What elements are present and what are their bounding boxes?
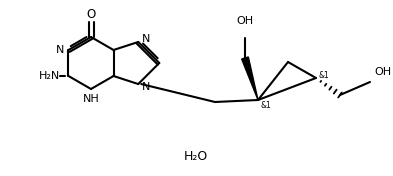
Text: N: N: [142, 34, 151, 44]
Text: OH: OH: [237, 16, 253, 26]
Text: O: O: [86, 8, 95, 21]
Text: H₂O: H₂O: [184, 150, 208, 164]
Text: &1: &1: [319, 71, 329, 80]
Text: OH: OH: [375, 67, 391, 77]
Text: H₂N: H₂N: [39, 71, 60, 81]
Polygon shape: [242, 57, 258, 100]
Text: N: N: [56, 45, 65, 55]
Text: &1: &1: [261, 100, 272, 109]
Text: NH: NH: [83, 94, 99, 104]
Text: N: N: [142, 82, 151, 92]
